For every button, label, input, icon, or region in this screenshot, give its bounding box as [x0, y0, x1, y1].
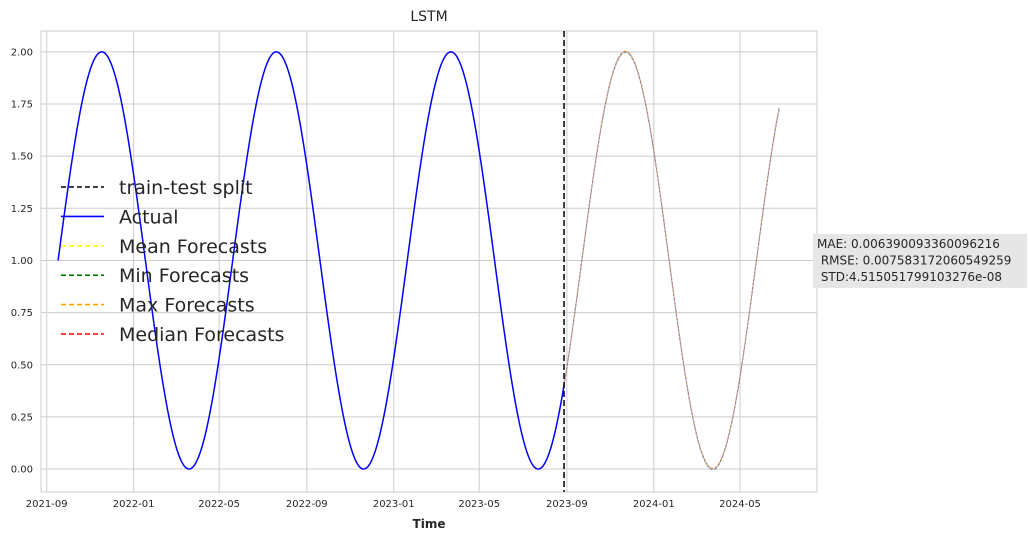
- y-tick-label: 0.75: [11, 308, 33, 319]
- y-tick-label: 2.00: [11, 47, 33, 58]
- metrics-line: MAE: 0.006390093360096216: [817, 237, 1000, 251]
- metrics-line: RMSE: 0.007583172060549259: [817, 254, 1011, 268]
- x-tick-label: 2022-09: [286, 499, 328, 510]
- series-layer: [57, 31, 780, 492]
- x-tick-label: 2023-05: [458, 499, 500, 510]
- grid: [41, 31, 817, 492]
- y-tick-label: 1.25: [11, 204, 33, 215]
- metrics-line: STD:4.515051799103276e-08: [817, 270, 1002, 284]
- x-tick-label: 2024-05: [719, 499, 761, 510]
- y-tick-labels: 0.00 0.25 0.50 0.75 1.00 1.25 1.50 1.75 2.00: [11, 47, 33, 475]
- y-tick-label: 1.75: [11, 100, 33, 111]
- metrics-box: [813, 234, 1027, 288]
- actual-line-test: [563, 51, 780, 470]
- x-tick-label: 2022-05: [198, 499, 240, 510]
- x-tick-label: 2023-09: [546, 499, 588, 510]
- legend-label: Actual: [119, 206, 179, 228]
- chart-title: LSTM: [410, 9, 447, 25]
- x-tick-label: 2023-01: [373, 499, 415, 510]
- metrics-annotation: MAE: 0.006390093360096216 RMSE: 0.007583…: [813, 234, 1027, 288]
- legend-label: Median Forecasts: [119, 324, 284, 346]
- y-tick-label: 0.50: [11, 360, 33, 371]
- x-tick-label: 2022-01: [113, 499, 155, 510]
- legend-label: Mean Forecasts: [119, 236, 267, 258]
- y-tick-label: 0.25: [11, 412, 33, 423]
- legend-label: Max Forecasts: [119, 295, 255, 317]
- y-tick-label: 1.00: [11, 256, 33, 267]
- x-tick-labels: 2021-09 2022-01 2022-05 2022-09 2023-01 2023-…: [26, 499, 761, 510]
- y-tick-label: 0.00: [11, 465, 33, 476]
- plot-background: [40, 30, 818, 493]
- x-tick-label: 2021-09: [26, 499, 68, 510]
- y-tick-label: 1.50: [11, 152, 33, 163]
- actual-line-train: [57, 51, 565, 470]
- x-axis-label: Time: [413, 517, 446, 531]
- legend-label: train-test split: [119, 177, 253, 199]
- x-tick-label: 2024-01: [633, 499, 675, 510]
- legend: train-test split Actual Mean Forecasts Min …: [61, 177, 284, 346]
- legend-label: Min Forecasts: [119, 265, 249, 287]
